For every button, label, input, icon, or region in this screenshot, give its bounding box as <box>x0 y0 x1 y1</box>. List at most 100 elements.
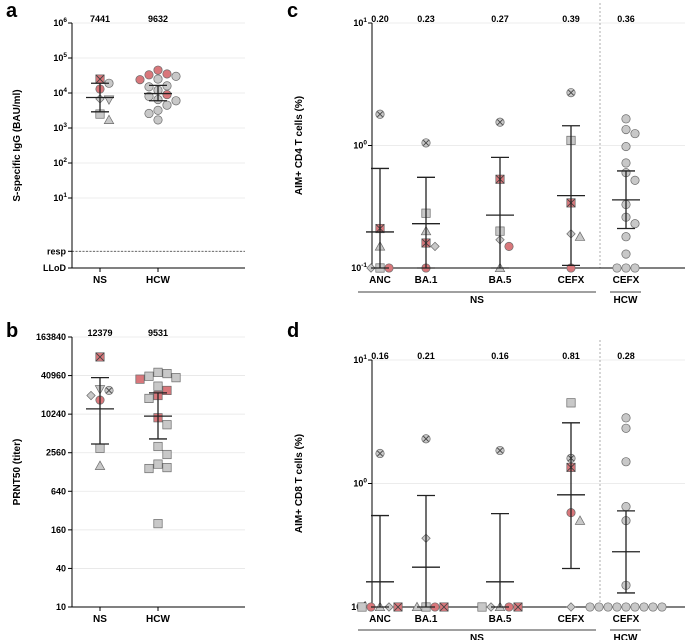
data-point-cross <box>376 450 384 457</box>
x-tick-label: ANC <box>369 275 391 286</box>
data-point <box>171 373 181 383</box>
y-tick-label: LLoD <box>43 263 66 273</box>
summary-value: 0.16 <box>491 351 509 361</box>
data-point <box>162 420 172 430</box>
data-point <box>357 602 367 612</box>
group-1 <box>135 367 181 529</box>
data-point <box>639 602 649 612</box>
x-tick-label: CEFX <box>558 275 585 286</box>
data-point <box>594 602 604 612</box>
data-point <box>566 602 576 612</box>
data-point <box>144 70 154 80</box>
data-point <box>144 371 154 381</box>
data-point <box>171 71 181 81</box>
summary-value: 0.81 <box>562 351 580 361</box>
summary-value: 0.28 <box>617 351 635 361</box>
data-point <box>621 263 631 273</box>
data-point <box>95 443 105 453</box>
summary-value: 0.39 <box>562 14 580 24</box>
data-point <box>630 129 640 139</box>
data-point <box>504 241 514 251</box>
data-point <box>162 100 172 110</box>
y-tick-label: 101 <box>53 192 67 203</box>
x-tick-label: CEFX <box>613 275 640 286</box>
data-point <box>477 602 487 612</box>
y-tick-label: 10 <box>56 602 66 612</box>
summary-value: 0.36 <box>617 14 635 24</box>
y-axis-title: S-specific IgG (BAU/ml) <box>12 89 23 201</box>
data-point <box>621 114 631 124</box>
data-point <box>621 232 631 242</box>
y-tick-label: resp <box>47 246 67 256</box>
group-1 <box>411 434 449 612</box>
summary-value: 9531 <box>148 328 168 338</box>
data-point <box>630 602 640 612</box>
group-1 <box>135 65 181 125</box>
y-tick-label: 2560 <box>46 448 66 458</box>
y-tick-label: 101 <box>353 354 367 365</box>
data-point <box>144 82 154 92</box>
panel-c: c 101 100 10-1 AIM+ CD4 T cells (%) ANC BA.1 BA… <box>287 0 685 306</box>
y-tick-label: 640 <box>51 486 66 496</box>
data-point <box>621 457 631 467</box>
y-tick-label: 10-1 <box>351 262 367 273</box>
x-tick-label: NS <box>93 275 107 286</box>
data-point <box>153 519 163 529</box>
summary-value: 0.27 <box>491 14 509 24</box>
data-point <box>585 602 595 612</box>
summary-value: 0.16 <box>371 351 389 361</box>
data-point <box>621 502 631 512</box>
data-point <box>171 96 181 106</box>
y-tick-label: 103 <box>53 122 67 133</box>
data-point <box>103 114 115 124</box>
data-point <box>153 367 163 377</box>
y-axis-title: PRNT50 (titer) <box>12 439 23 506</box>
x-tick-label: CEFX <box>558 614 585 625</box>
data-point-cross <box>95 74 105 84</box>
group-2 <box>477 445 523 612</box>
data-point <box>574 231 586 241</box>
summary-value: 0.20 <box>371 14 389 24</box>
data-point-cross <box>496 447 504 454</box>
data-point <box>162 385 172 395</box>
y-tick-label: 104 <box>53 87 67 98</box>
data-point <box>153 115 163 125</box>
data-point-cross <box>376 111 384 118</box>
x-tick-label: NS <box>93 614 107 625</box>
bracket-label: HCW <box>614 295 638 306</box>
data-point <box>430 241 440 252</box>
data-point <box>162 90 172 100</box>
summary-value: 12379 <box>87 328 112 338</box>
bracket-label: HCW <box>614 633 638 640</box>
data-point-cross <box>393 602 403 612</box>
data-point <box>612 602 622 612</box>
data-point <box>621 249 631 259</box>
x-tick-label: HCW <box>146 614 170 625</box>
data-point <box>630 219 640 229</box>
group-4 <box>585 413 667 612</box>
data-point <box>153 381 163 391</box>
data-point <box>162 449 172 460</box>
data-point <box>648 602 658 612</box>
bracket-label: NS <box>470 295 484 306</box>
group-4 <box>612 114 640 273</box>
data-point <box>153 459 163 469</box>
data-point <box>621 602 631 612</box>
panel-a: a 106 105 104 103 102 101 resp LLoD S-specific Ig… <box>6 0 245 286</box>
y-tick-label: 40960 <box>41 371 66 381</box>
data-point <box>153 65 163 75</box>
x-tick-label: BA.5 <box>489 614 512 625</box>
summary-value: 0.21 <box>417 351 435 361</box>
data-point <box>153 74 163 84</box>
panel-label: b <box>6 320 18 342</box>
data-point-cross <box>95 352 105 362</box>
data-point <box>621 142 631 152</box>
group-3 <box>557 88 586 273</box>
y-tick-label: 163840 <box>36 332 66 342</box>
data-point <box>603 602 613 612</box>
data-point <box>94 460 106 470</box>
data-point <box>621 158 631 168</box>
y-tick-label: 105 <box>53 52 67 63</box>
data-point-cross <box>567 89 575 96</box>
